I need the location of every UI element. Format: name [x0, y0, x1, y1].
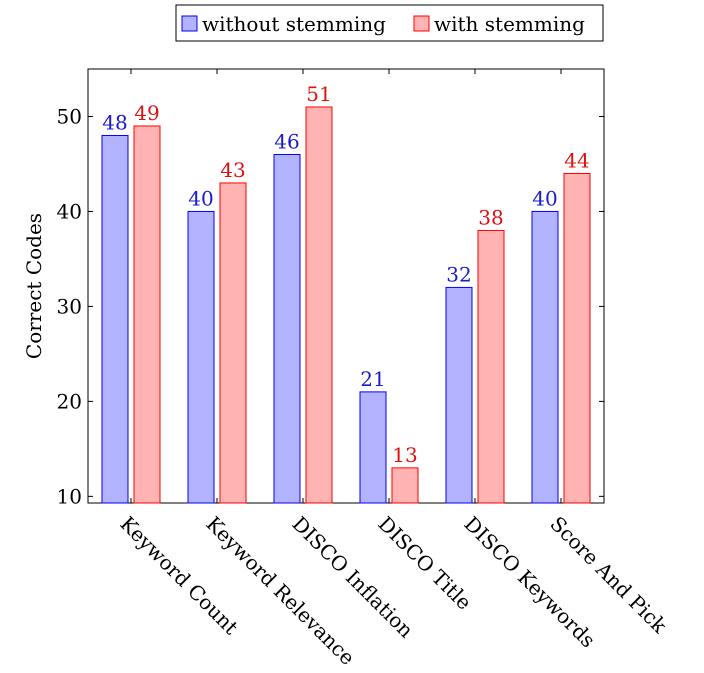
- bars: [101, 106, 591, 504]
- data-label: 40: [188, 186, 213, 210]
- bar: [133, 125, 161, 504]
- y-tick-label: 50: [57, 104, 82, 128]
- data-labels: 48 49 40 43 46 51 21 13 32 38 40 44: [102, 82, 589, 467]
- axes: 10 20 30 40 50: [57, 68, 605, 508]
- x-tick-label: Keyword Relevance: [201, 512, 359, 670]
- legend-label: without stemming: [202, 12, 386, 36]
- y-tick-label: 40: [57, 199, 82, 223]
- bar: [219, 182, 247, 504]
- data-label: 44: [564, 148, 589, 172]
- plot-frame: [87, 68, 605, 504]
- legend-swatch: [413, 15, 430, 32]
- y-tick-label: 30: [57, 294, 82, 318]
- bar: [445, 286, 473, 504]
- bar: [359, 391, 387, 504]
- data-label: 48: [102, 110, 127, 134]
- bar: [391, 467, 419, 504]
- y-tick-label: 10: [57, 484, 82, 508]
- y-tick-label: 20: [57, 389, 82, 413]
- y-axis-label: Correct Codes: [22, 213, 46, 359]
- legend-label: with stemming: [434, 12, 585, 36]
- bar: [187, 210, 215, 504]
- data-label: 49: [134, 101, 159, 125]
- data-label: 46: [274, 129, 299, 153]
- bar: [101, 134, 129, 504]
- bar: [273, 153, 301, 504]
- bar: [563, 172, 591, 504]
- bar: [531, 210, 559, 504]
- legend: without stemming with stemming: [175, 4, 604, 42]
- data-label: 21: [360, 367, 385, 391]
- data-label: 32: [446, 262, 471, 286]
- data-label: 38: [478, 205, 503, 229]
- data-label: 51: [306, 82, 331, 106]
- data-label: 40: [532, 186, 557, 210]
- legend-box: [175, 4, 604, 42]
- legend-swatch: [181, 15, 198, 32]
- data-label: 13: [392, 443, 417, 467]
- bar: [305, 106, 333, 504]
- data-label: 43: [220, 158, 245, 182]
- bar: [477, 229, 505, 504]
